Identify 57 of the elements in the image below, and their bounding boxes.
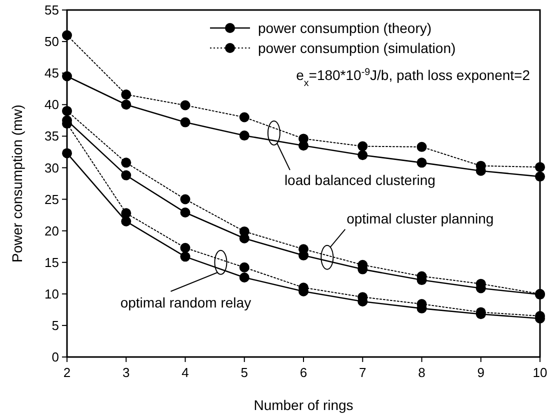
point: [358, 150, 368, 160]
y-tick-label: 50: [44, 34, 59, 50]
x-tick-label: 3: [122, 365, 130, 380]
y-tick-label: 25: [44, 192, 59, 207]
y-tick-label: 5: [52, 318, 59, 334]
x-tick-label: 7: [359, 365, 366, 380]
point: [535, 162, 545, 172]
point: [180, 117, 190, 128]
point: [239, 130, 250, 141]
y-tick-label: 20: [44, 223, 59, 238]
point: [62, 30, 72, 40]
x-tick-label: 5: [240, 365, 248, 380]
x-tick-label: 6: [300, 365, 308, 380]
y-tick-label: 0: [52, 350, 59, 365]
legend-label: power consumption (theory): [258, 20, 432, 36]
point: [121, 170, 132, 180]
point: [298, 134, 308, 144]
point: [239, 226, 250, 236]
point: [62, 71, 72, 82]
annotation: e$_{x}$=180*10$^{-9}$J/b, path loss exponent=2: [296, 66, 530, 88]
x-tick-label: 4: [182, 365, 189, 380]
x-tick-label: 9: [477, 365, 484, 380]
annotation: optimal random relay: [120, 294, 252, 310]
y-tick-label: 45: [44, 66, 59, 81]
point: [180, 242, 190, 253]
point: [62, 148, 72, 158]
point: [239, 112, 250, 122]
y-tick-label: 35: [44, 128, 59, 144]
point: [121, 90, 132, 100]
point: [121, 100, 132, 110]
legend-label: power consumption (simulation): [258, 40, 456, 56]
point: [180, 252, 190, 262]
point: [416, 158, 427, 168]
annotation: optimal cluster planning: [346, 210, 494, 226]
point: [180, 208, 190, 218]
point: [121, 208, 132, 218]
point: [416, 142, 427, 152]
x-tick-label: 10: [532, 365, 548, 380]
point: [180, 100, 190, 110]
x-tick-label: 8: [418, 365, 426, 380]
y-axis-title: Power consumption (mw): [9, 104, 25, 262]
y-tick-label: 30: [44, 160, 59, 176]
point: [121, 158, 132, 168]
point: [62, 106, 72, 116]
point: [239, 262, 250, 272]
x-tick-label: 2: [63, 365, 71, 380]
y-tick-label: 55: [44, 2, 59, 18]
y-tick-label: 40: [44, 97, 59, 112]
point: [121, 216, 132, 226]
point: [239, 272, 250, 283]
x-axis-title: Number of rings: [254, 397, 354, 413]
point: [535, 172, 545, 182]
point: [358, 141, 368, 152]
y-tick-label: 15: [44, 254, 59, 270]
annotation: load balanced clustering: [284, 172, 436, 188]
y-tick-label: 10: [44, 286, 59, 302]
point: [180, 194, 190, 204]
